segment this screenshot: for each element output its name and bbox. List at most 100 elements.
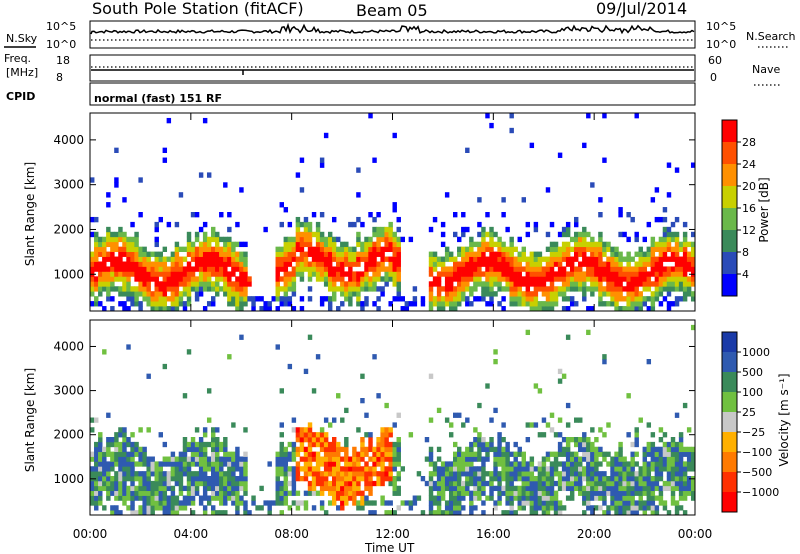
velocity-cell xyxy=(126,451,131,457)
velocity-cell xyxy=(610,490,615,496)
velocity-cell xyxy=(275,476,280,482)
power-cell xyxy=(170,271,176,277)
power-cell xyxy=(485,291,490,297)
velocity-cell xyxy=(126,461,131,467)
power-cell xyxy=(295,261,301,267)
power-cell xyxy=(158,251,163,257)
velocity-cell xyxy=(400,500,405,506)
power-cell xyxy=(227,236,232,243)
power-cell xyxy=(561,246,567,252)
power-cell xyxy=(122,266,127,272)
velocity-cell xyxy=(344,471,349,477)
velocity-cell xyxy=(533,422,539,428)
velocity-cell xyxy=(126,471,131,477)
velocity-cell xyxy=(368,480,373,487)
power-cell xyxy=(509,251,514,257)
power-cell xyxy=(440,286,446,292)
velocity-cell xyxy=(227,354,232,360)
velocity-cell xyxy=(461,490,466,496)
power-cell xyxy=(666,236,672,243)
power-cell xyxy=(340,256,345,262)
velocity-cell xyxy=(178,451,184,457)
power-cell xyxy=(174,246,180,252)
velocity-cell xyxy=(428,476,434,482)
velocity-cell xyxy=(348,476,353,482)
power-cell xyxy=(90,281,95,287)
power-cell xyxy=(170,266,176,272)
power-cell xyxy=(90,251,95,257)
velocity-cell xyxy=(223,500,228,506)
velocity-cell xyxy=(626,476,631,482)
power-cell xyxy=(553,296,559,302)
velocity-cell xyxy=(90,471,95,477)
power-cell xyxy=(311,256,317,262)
power-cell xyxy=(690,276,696,282)
power-cell xyxy=(598,276,603,282)
velocity-cell xyxy=(344,461,349,467)
power-cell xyxy=(231,261,236,267)
power-cell xyxy=(94,236,99,243)
power-cell xyxy=(457,281,462,287)
velocity-cell xyxy=(590,495,595,501)
power-cell xyxy=(368,241,373,248)
velocity-cell xyxy=(626,510,631,516)
power-cell xyxy=(223,241,228,248)
velocity-cell xyxy=(307,422,313,428)
velocity-cell xyxy=(364,466,369,472)
power-cell xyxy=(327,296,333,302)
velocity-cell xyxy=(674,471,680,477)
velocity-cell xyxy=(501,476,506,482)
power-cell xyxy=(670,221,676,228)
velocity-cell xyxy=(674,476,680,482)
velocity-ylabel: Slant Range [km] xyxy=(23,368,37,472)
power-cell xyxy=(582,261,587,267)
power-cell xyxy=(521,291,526,297)
power-cell xyxy=(303,226,309,233)
power-cell xyxy=(473,296,478,302)
power-cell xyxy=(485,241,490,248)
power-cell xyxy=(392,296,397,302)
power-cell xyxy=(356,276,361,282)
power-cell xyxy=(275,271,280,277)
velocity-cell xyxy=(158,495,163,501)
velocity-cell xyxy=(574,485,579,492)
power-cell xyxy=(533,266,539,272)
power-cell xyxy=(545,296,551,302)
power-colorbar-swatch xyxy=(722,208,737,231)
velocity-cell xyxy=(682,480,688,487)
velocity-cell xyxy=(219,476,224,482)
power-cell xyxy=(650,301,656,307)
velocity-cell xyxy=(202,471,208,477)
power-cell xyxy=(376,286,381,292)
power-cell xyxy=(686,256,692,262)
power-cell xyxy=(509,286,514,292)
velocity-cell xyxy=(461,466,466,472)
velocity-cell xyxy=(319,427,325,433)
power-cell xyxy=(372,251,377,257)
velocity-cell xyxy=(594,471,599,477)
nsky-label: N.Sky xyxy=(6,32,38,45)
power-cell xyxy=(646,296,652,302)
velocity-cell xyxy=(162,363,168,370)
velocity-cell xyxy=(162,480,168,487)
velocity-cell xyxy=(457,500,462,506)
velocity-cell xyxy=(436,495,442,501)
velocity-cell xyxy=(364,412,369,418)
velocity-cell xyxy=(206,461,212,467)
velocity-cell xyxy=(170,485,176,492)
power-cell xyxy=(323,281,329,287)
velocity-cell xyxy=(186,349,192,355)
power-cell xyxy=(327,276,333,282)
velocity-cell xyxy=(211,490,216,496)
velocity-cell xyxy=(106,446,111,453)
velocity-cell xyxy=(134,441,139,448)
velocity-cell xyxy=(678,432,684,438)
power-cell xyxy=(243,286,248,292)
velocity-cell xyxy=(485,471,490,477)
power-cell xyxy=(477,241,482,248)
power-cell xyxy=(110,246,115,252)
velocity-cell xyxy=(630,495,635,501)
power-cell xyxy=(396,281,401,287)
power-cell xyxy=(646,281,652,287)
velocity-cell xyxy=(110,461,115,467)
